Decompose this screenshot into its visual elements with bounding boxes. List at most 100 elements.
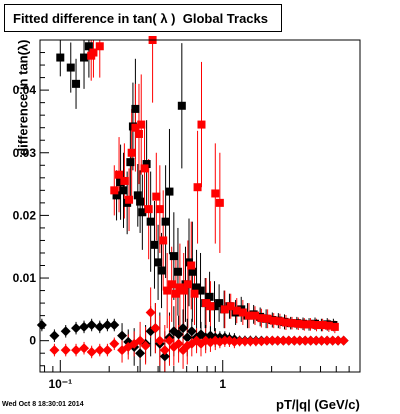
data-point-square bbox=[202, 299, 211, 308]
data-point-square bbox=[210, 302, 219, 311]
data-point-square bbox=[119, 186, 128, 195]
data-point-square bbox=[155, 205, 164, 214]
chart-title-box: Fitted difference in tan( λ ) Global Tra… bbox=[4, 4, 282, 32]
data-point-square bbox=[125, 195, 134, 204]
data-point-square bbox=[275, 317, 284, 326]
data-point-diamond bbox=[150, 323, 161, 334]
data-point-square bbox=[330, 322, 339, 331]
data-point-square bbox=[205, 292, 214, 301]
data-point-square bbox=[95, 42, 104, 51]
data-point-square bbox=[154, 258, 163, 267]
data-point-diamond bbox=[154, 335, 165, 346]
data-point-diamond bbox=[338, 335, 349, 346]
data-point-diamond bbox=[267, 335, 278, 346]
data-point-square bbox=[150, 240, 159, 249]
data-point-diamond bbox=[173, 338, 184, 349]
data-point-diamond bbox=[49, 330, 60, 341]
data-point-diamond bbox=[140, 340, 151, 351]
data-point-square bbox=[312, 321, 321, 330]
data-point-square bbox=[169, 252, 178, 261]
y-tick-label: 0 bbox=[29, 334, 36, 348]
data-point-diamond bbox=[102, 345, 113, 356]
data-point-square bbox=[56, 53, 65, 62]
data-point-diamond bbox=[49, 345, 60, 356]
data-point-diamond bbox=[164, 335, 175, 346]
data-point-square bbox=[142, 160, 151, 169]
y-tick-label: 0.03 bbox=[13, 146, 37, 160]
data-point-square bbox=[89, 48, 98, 57]
data-point-square bbox=[294, 319, 303, 328]
axis-tick-layer: 0 0.01 0.02 0.03 0.04 10⁻¹ 1 bbox=[13, 52, 361, 391]
data-point-square bbox=[269, 316, 278, 325]
data-point-square bbox=[220, 305, 229, 314]
y-axis-label: difference in tan(λ) bbox=[15, 39, 31, 156]
data-point-square bbox=[215, 299, 224, 308]
data-point-diamond bbox=[71, 345, 82, 356]
data-point-diamond bbox=[94, 345, 105, 356]
data-point-square bbox=[133, 191, 142, 200]
data-point-square bbox=[211, 189, 220, 198]
data-point-diamond bbox=[117, 330, 128, 341]
data-point-diamond bbox=[178, 323, 189, 334]
data-point-square bbox=[84, 42, 93, 51]
data-point-square bbox=[144, 205, 153, 214]
data-point-diamond bbox=[60, 326, 71, 337]
data-point-square bbox=[215, 198, 224, 207]
data-point-square bbox=[300, 320, 309, 329]
data-point-square bbox=[179, 286, 188, 295]
data-point-square bbox=[137, 120, 146, 129]
data-point-diamond bbox=[79, 321, 90, 332]
data-point-square bbox=[288, 319, 297, 328]
data-point-diamond bbox=[289, 335, 300, 346]
data-point-diamond bbox=[145, 307, 156, 318]
data-point-diamond bbox=[234, 336, 245, 347]
marker-layer bbox=[36, 36, 349, 362]
data-point-square bbox=[226, 302, 235, 311]
data-point-square bbox=[72, 79, 81, 88]
data-point-square bbox=[126, 158, 135, 167]
data-point-diamond bbox=[245, 336, 256, 347]
data-point-square bbox=[238, 308, 247, 317]
data-point-diamond bbox=[327, 335, 338, 346]
data-point-diamond bbox=[182, 332, 193, 343]
data-point-square bbox=[110, 186, 119, 195]
data-point-square bbox=[152, 192, 161, 201]
data-point-diamond bbox=[186, 326, 197, 337]
data-point-diamond bbox=[79, 343, 90, 354]
data-point-diamond bbox=[300, 335, 311, 346]
data-point-diamond bbox=[261, 335, 272, 346]
data-point-square bbox=[138, 208, 147, 217]
data-point-square bbox=[157, 266, 166, 275]
data-point-square bbox=[115, 170, 124, 179]
data-point-diamond bbox=[109, 338, 120, 349]
data-point-square bbox=[140, 164, 149, 173]
data-point-square bbox=[250, 311, 259, 320]
data-point-square bbox=[134, 129, 143, 138]
data-point-square bbox=[80, 53, 89, 62]
data-point-square bbox=[131, 123, 140, 132]
data-point-square bbox=[161, 217, 170, 226]
timestamp: Wed Oct 8 18:30:01 2014 bbox=[2, 401, 84, 408]
data-point-square bbox=[183, 280, 192, 289]
data-point-square bbox=[146, 217, 155, 226]
data-point-square bbox=[167, 280, 176, 289]
y-tick-label: 0.04 bbox=[13, 83, 37, 97]
data-point-diamond bbox=[159, 345, 170, 356]
x-tick-label: 10⁻¹ bbox=[48, 377, 72, 391]
plot-frame bbox=[39, 39, 361, 373]
data-point-square bbox=[136, 197, 145, 206]
data-point-diamond bbox=[135, 335, 146, 346]
data-point-diamond bbox=[283, 335, 294, 346]
data-point-square bbox=[244, 311, 253, 320]
data-point-square bbox=[263, 314, 272, 323]
y-tick-label: 0.02 bbox=[13, 208, 37, 222]
x-axis-label: pT/|q| (GeV/c) bbox=[276, 397, 360, 412]
data-point-diamond bbox=[86, 346, 97, 357]
data-point-square bbox=[177, 101, 186, 110]
data-point-diamond bbox=[60, 345, 71, 356]
data-point-diamond bbox=[316, 335, 327, 346]
data-point-diamond bbox=[36, 320, 47, 331]
data-point-square bbox=[196, 286, 205, 295]
data-point-square bbox=[193, 183, 202, 192]
